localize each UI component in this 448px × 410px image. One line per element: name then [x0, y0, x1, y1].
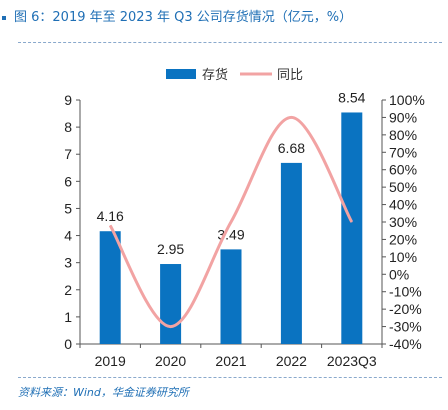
- y-left-tick-label: 8: [64, 119, 72, 135]
- y-right-tick-label: 20%: [389, 231, 417, 247]
- y-right-tick-label: -10%: [389, 284, 422, 300]
- y-left-tick-label: 3: [64, 255, 72, 271]
- bottom-divider: [18, 377, 442, 378]
- y-right-tick-label: -30%: [389, 319, 422, 335]
- x-tick-label: 2022: [276, 353, 307, 369]
- y-right-tick-label: 0%: [389, 266, 409, 282]
- y-right-tick-label: 80%: [389, 127, 417, 143]
- y-left-tick-label: 2: [64, 282, 72, 298]
- inventory-chart: 0 1 2 3 4 5 6 7 8 9 -40%-30% -20%-10% 0%10% 20%30%40%…: [0, 0, 448, 372]
- bar-data-label: 8.54: [338, 89, 365, 105]
- x-tick-label: 2020: [155, 353, 186, 369]
- legend-line-label: 同比: [277, 67, 303, 82]
- legend-bar-label: 存货: [202, 67, 228, 82]
- y-left-tick-label: 5: [64, 200, 72, 216]
- x-tick-label: 2019: [95, 353, 126, 369]
- y-left-tick-label: 4: [64, 228, 72, 244]
- bar-data-label: 6.68: [278, 140, 305, 156]
- y-left-tick-label: 6: [64, 173, 72, 189]
- y-right-tick-label: 100%: [389, 92, 425, 108]
- y-right-tick-label: 30%: [389, 214, 417, 230]
- yoy-point: [291, 117, 292, 118]
- y-right-tick-label: 40%: [389, 197, 417, 213]
- y-right-tick-label: 60%: [389, 162, 417, 178]
- bar-2023Q3: [341, 112, 362, 344]
- yoy-point: [351, 222, 352, 223]
- bar-2022: [281, 163, 302, 344]
- y-right-tick-label: -20%: [389, 301, 422, 317]
- x-tick-label: 2023Q3: [327, 353, 377, 369]
- bar-data-label: 4.16: [97, 208, 124, 224]
- bar-data-label: 2.95: [157, 241, 184, 257]
- y-left-tick-label: 9: [64, 92, 72, 108]
- y-right-tick-label: 50%: [389, 179, 417, 195]
- source-note: 资料来源：Wind，华金证券研究所: [18, 384, 189, 400]
- y-right-tick-label: 10%: [389, 249, 417, 265]
- bar-2021: [221, 249, 242, 344]
- x-tick-label: 2021: [215, 353, 246, 369]
- legend-bar-swatch: [166, 69, 196, 79]
- bar-2020: [160, 264, 181, 344]
- y-right-tick-label: 90%: [389, 109, 417, 125]
- y-right-tick-label: 70%: [389, 144, 417, 160]
- yoy-point: [110, 225, 111, 226]
- yoy-point: [231, 222, 232, 223]
- y-left-tick-label: 7: [64, 146, 72, 162]
- bar-2019: [100, 231, 121, 344]
- y-left-tick-label: 0: [64, 336, 72, 352]
- y-right-tick-label: -40%: [389, 336, 422, 352]
- y-left-tick-label: 1: [64, 309, 72, 325]
- yoy-point: [170, 326, 171, 327]
